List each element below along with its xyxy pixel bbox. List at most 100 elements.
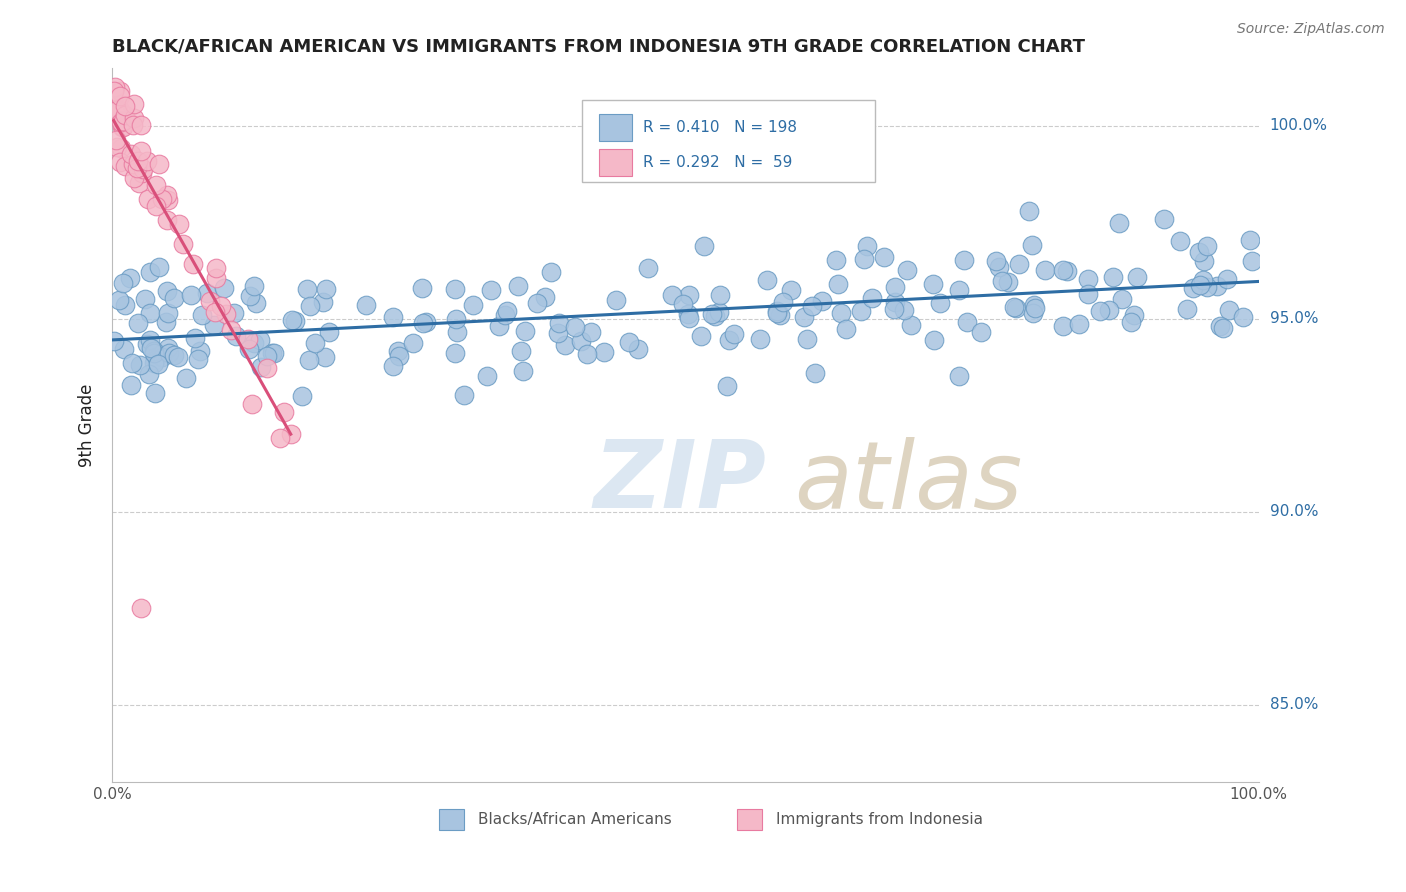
Point (855, 239, 877, 253)
Point (262, 345, 284, 359)
Point (120, 271, 142, 285)
Point (1052, 263, 1074, 277)
Point (1218, 303, 1240, 318)
Point (211, 299, 233, 313)
Point (156, 193, 179, 207)
Point (453, 388, 475, 402)
Point (249, 333, 271, 347)
Point (811, 293, 834, 308)
Point (637, 260, 659, 275)
Point (204, 305, 226, 319)
Point (1002, 301, 1025, 315)
Point (953, 252, 976, 267)
Point (139, 333, 162, 347)
Point (284, 313, 307, 327)
Point (709, 305, 731, 319)
Point (717, 333, 740, 347)
Point (700, 307, 723, 321)
Point (956, 315, 979, 329)
Point (1108, 216, 1130, 230)
Point (181, 257, 204, 271)
Point (1175, 301, 1198, 316)
Point (187, 352, 209, 367)
Point (1021, 238, 1043, 252)
Point (411, 281, 433, 295)
Text: Blacks/African Americans: Blacks/African Americans (478, 813, 672, 827)
Point (1008, 257, 1031, 271)
Point (1191, 273, 1213, 287)
Point (304, 336, 326, 351)
Point (129, 118, 152, 132)
Point (716, 379, 738, 393)
Point (110, 103, 132, 117)
Point (139, 306, 162, 320)
Point (883, 302, 905, 317)
FancyBboxPatch shape (582, 100, 875, 182)
Point (145, 385, 167, 400)
Point (1052, 318, 1074, 333)
Point (412, 317, 434, 331)
Point (188, 344, 211, 359)
Point (156, 306, 179, 320)
Point (756, 273, 779, 287)
Point (174, 371, 197, 385)
Point (1005, 301, 1028, 315)
Point (291, 389, 314, 403)
Point (415, 315, 437, 329)
Point (693, 239, 716, 253)
Point (678, 307, 700, 321)
Point (256, 350, 278, 364)
Point (1077, 271, 1099, 285)
Point (929, 296, 952, 310)
Point (824, 252, 846, 267)
Point (121, 157, 143, 171)
Point (387, 344, 409, 359)
Point (280, 426, 302, 441)
Point (1168, 234, 1191, 248)
Point (1018, 204, 1040, 219)
Point (1195, 239, 1218, 253)
Point (382, 310, 405, 325)
Text: Immigrants from Indonesia: Immigrants from Indonesia (776, 813, 983, 827)
Text: atlas: atlas (794, 436, 1022, 527)
Point (569, 334, 592, 349)
Point (105, 140, 128, 154)
Point (167, 217, 190, 231)
Point (627, 342, 650, 356)
Point (111, 277, 134, 291)
Point (163, 348, 186, 362)
Point (512, 364, 534, 378)
Point (402, 335, 425, 350)
Point (114, 298, 136, 312)
Point (256, 360, 278, 375)
Point (214, 307, 236, 321)
Point (104, 103, 127, 118)
Point (779, 283, 801, 297)
Point (204, 270, 226, 285)
Bar (599, 114, 631, 141)
Point (131, 166, 153, 180)
Point (900, 318, 922, 333)
Point (122, 118, 145, 132)
Point (146, 358, 169, 372)
Point (145, 178, 167, 192)
Point (240, 397, 263, 411)
Point (315, 282, 337, 296)
Text: 95.0%: 95.0% (1270, 311, 1319, 326)
Point (105, 133, 128, 147)
Point (796, 332, 818, 346)
Point (723, 327, 745, 342)
Point (173, 237, 195, 252)
Point (195, 286, 218, 301)
Point (127, 154, 149, 169)
Point (534, 290, 557, 304)
Point (150, 192, 173, 206)
Point (970, 325, 993, 339)
Point (592, 345, 614, 359)
Point (299, 299, 322, 313)
Point (148, 260, 170, 274)
Point (495, 303, 517, 318)
Point (1153, 212, 1175, 227)
Point (354, 298, 377, 312)
Point (509, 343, 531, 358)
